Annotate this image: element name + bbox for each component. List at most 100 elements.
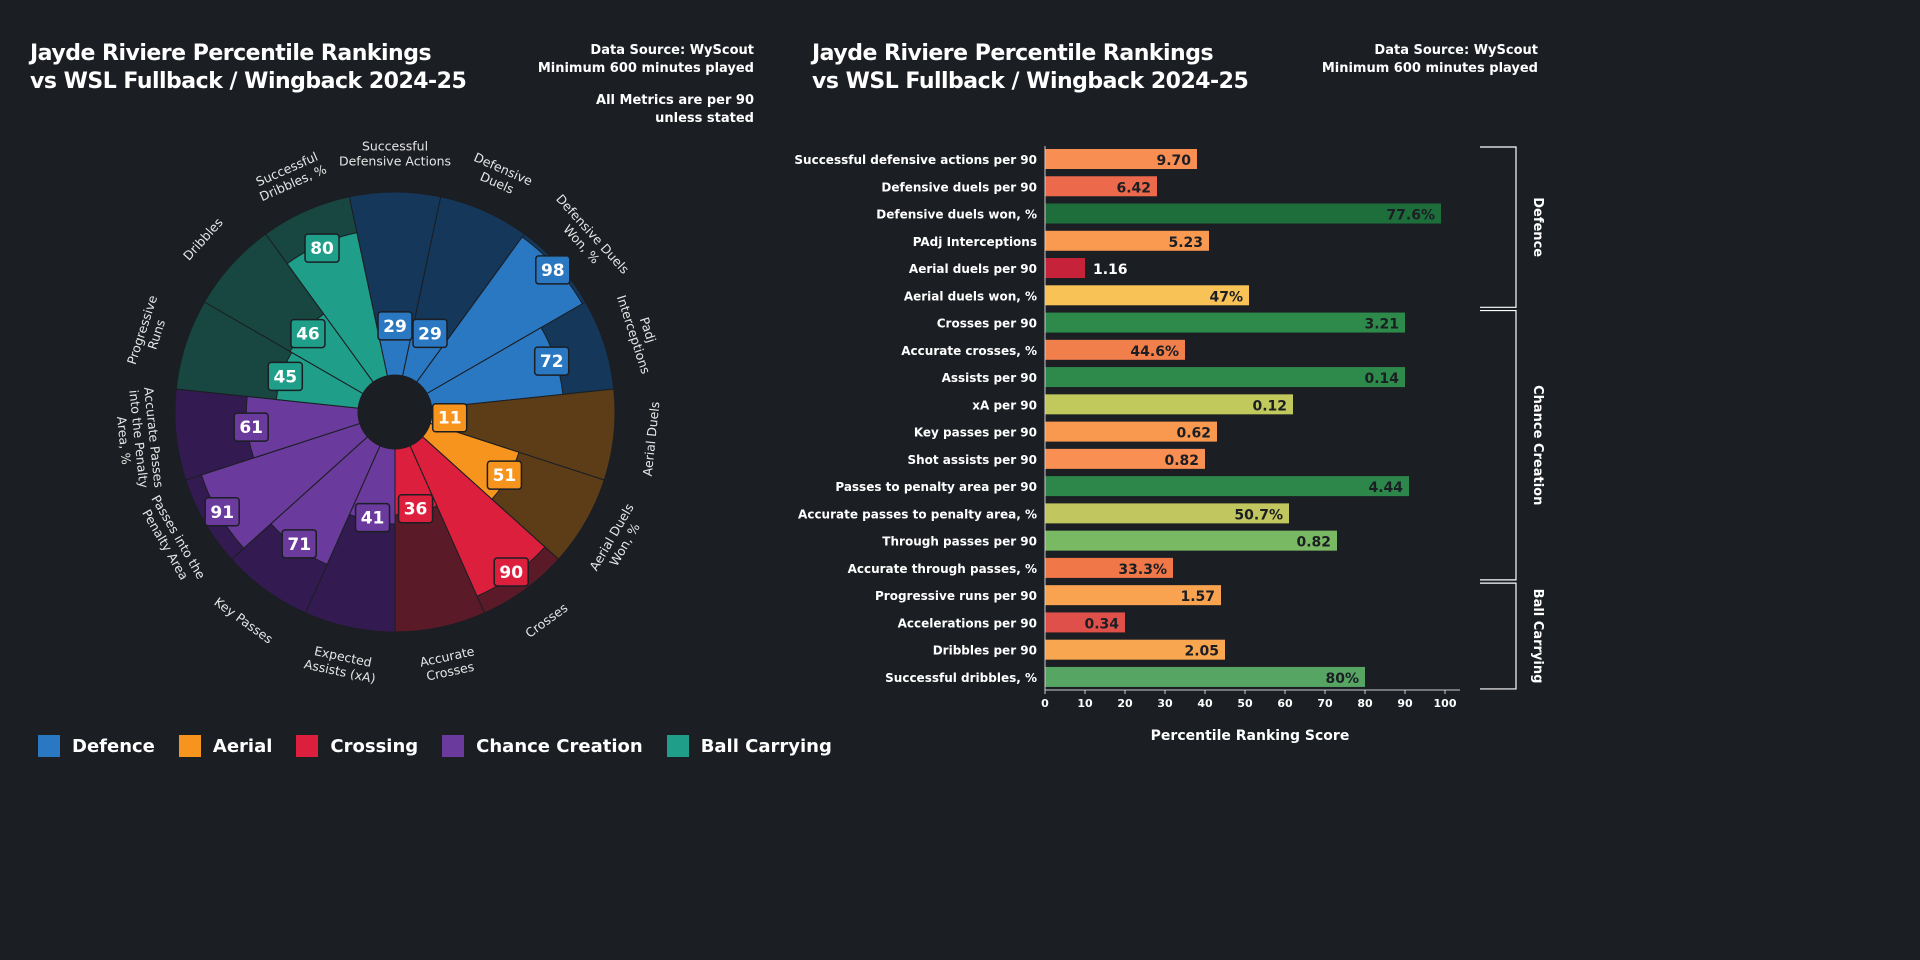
radial-value-label: 91 bbox=[210, 503, 234, 523]
bar-value-label: 1.16 bbox=[1093, 262, 1128, 278]
bar-value-label: 2.05 bbox=[1184, 644, 1219, 660]
bar bbox=[1045, 639, 1225, 660]
bar-category-label: Accurate through passes, % bbox=[848, 562, 1037, 576]
radial-value-label: 72 bbox=[540, 352, 564, 372]
x-axis-title: Percentile Ranking Score bbox=[1151, 728, 1350, 744]
legend-swatch bbox=[178, 735, 201, 757]
bar-value-label: 0.82 bbox=[1164, 453, 1199, 469]
radial-value-badge bbox=[486, 460, 523, 490]
radial-value-badge bbox=[377, 311, 413, 341]
bar-category-label: Accelerations per 90 bbox=[898, 616, 1037, 630]
left-note-line1: All Metrics are per 90 bbox=[596, 93, 754, 108]
radial-value-label: 71 bbox=[287, 535, 311, 555]
bar-value-label: 0.34 bbox=[1084, 616, 1119, 632]
radial-category-label: ProgressiveRuns bbox=[124, 293, 175, 371]
bar bbox=[1045, 285, 1249, 306]
legend: Defence Aerial Crossing Chance Creation … bbox=[38, 735, 832, 757]
bar bbox=[1045, 557, 1173, 578]
radial-value-label: 41 bbox=[361, 509, 385, 529]
radial-category-label: DefensiveDuels bbox=[466, 149, 535, 202]
left-source-line2: Minimum 600 minutes played bbox=[537, 61, 754, 76]
radial-value-badge bbox=[354, 502, 391, 533]
x-tick-label: 70 bbox=[1317, 697, 1333, 710]
bar-value-label: 0.12 bbox=[1252, 398, 1287, 414]
group-bracket-label: Defence bbox=[1530, 197, 1545, 257]
bar bbox=[1045, 530, 1337, 551]
bar-value-label: 47% bbox=[1209, 289, 1243, 305]
radial-category-label: Aerial Duels bbox=[640, 401, 663, 477]
group-bracket-label: Chance Creation bbox=[1530, 385, 1545, 505]
x-tick-label: 40 bbox=[1197, 697, 1213, 710]
radial-category-label: Crosses bbox=[522, 600, 570, 641]
legend-label: Defence bbox=[72, 735, 155, 757]
x-tick-label: 20 bbox=[1117, 697, 1133, 710]
bar-category-label: Shot assists per 90 bbox=[907, 453, 1037, 467]
bar-category-label: Passes to penalty area per 90 bbox=[835, 480, 1037, 494]
x-tick-label: 80 bbox=[1357, 697, 1373, 710]
bar bbox=[1045, 149, 1197, 169]
x-tick-label: 100 bbox=[1434, 697, 1457, 710]
bar-category-label: PAdj Interceptions bbox=[913, 235, 1037, 249]
radial-category-label-line: Defensive Actions bbox=[339, 154, 451, 169]
bar-category-label: Key passes per 90 bbox=[914, 426, 1037, 440]
bar-category-label: Accurate crosses, % bbox=[901, 344, 1037, 358]
bar-value-label: 9.70 bbox=[1156, 153, 1191, 169]
left-source-line1: Data Source: WyScout bbox=[590, 43, 754, 58]
radial-value-badge bbox=[397, 493, 434, 524]
radial-value-badge bbox=[533, 346, 570, 376]
bar bbox=[1045, 339, 1185, 360]
bar-category-label: Aerial duels won, % bbox=[904, 289, 1037, 303]
bar-value-label: 77.6% bbox=[1386, 208, 1435, 224]
radial-value-badge bbox=[535, 255, 571, 285]
legend-item-aerial: Aerial bbox=[178, 735, 273, 757]
bar bbox=[1045, 503, 1289, 524]
bar bbox=[1045, 230, 1209, 251]
x-tick-label: 10 bbox=[1077, 697, 1093, 710]
group-bracket bbox=[1480, 582, 1517, 690]
radial-center-hole bbox=[358, 375, 432, 449]
bar-value-label: 3.21 bbox=[1364, 317, 1399, 333]
bar-category-label: Defensive duels won, % bbox=[876, 208, 1037, 222]
right-title-line2: vs WSL Fullback / Wingback 2024-25 bbox=[812, 69, 1249, 94]
group-bracket-label: Ball Carrying bbox=[1530, 589, 1545, 684]
radial-category-label-line: Key Passes bbox=[212, 594, 276, 646]
legend-swatch bbox=[38, 735, 60, 757]
radial-value-label: 11 bbox=[438, 409, 462, 429]
bar-category-label: Aerial duels per 90 bbox=[909, 262, 1037, 276]
radial-value-badge bbox=[431, 402, 468, 433]
radial-category-label-line: Dribbles bbox=[180, 215, 226, 264]
right-source: Data Source: WyScout Minimum 600 minutes… bbox=[1322, 42, 1538, 78]
legend-item-chance-creation: Chance Creation bbox=[442, 735, 643, 757]
legend-label: Ball Carrying bbox=[700, 735, 832, 757]
x-tick-label: 50 bbox=[1237, 697, 1253, 710]
bar-value-label: 5.23 bbox=[1168, 235, 1203, 251]
right-title-line1: Jayde Riviere Percentile Rankings bbox=[812, 41, 1214, 66]
bar bbox=[1045, 203, 1441, 224]
bar bbox=[1045, 421, 1217, 442]
legend-label: Chance Creation bbox=[476, 735, 643, 757]
bar-category-label: Defensive duels per 90 bbox=[881, 180, 1037, 194]
radial-value-label: 90 bbox=[499, 563, 523, 583]
bar-category-label: Assists per 90 bbox=[942, 371, 1037, 385]
legend-swatch bbox=[296, 735, 319, 757]
bar-category-label: Dribbles per 90 bbox=[933, 644, 1037, 658]
bar bbox=[1045, 258, 1085, 279]
radial-value-badge bbox=[290, 318, 326, 349]
bar-value-label: 6.42 bbox=[1116, 180, 1151, 196]
bar-category-label: Accurate passes to penalty area, % bbox=[798, 507, 1037, 521]
bar-category-label: xA per 90 bbox=[972, 398, 1037, 412]
bar-category-label: Successful defensive actions per 90 bbox=[794, 153, 1037, 167]
x-tick-label: 60 bbox=[1277, 697, 1293, 710]
radial-category-label-line: Successful bbox=[362, 139, 428, 154]
bar-value-label: 0.82 bbox=[1296, 535, 1331, 551]
bar-value-label: 1.57 bbox=[1180, 589, 1215, 605]
group-bracket bbox=[1480, 146, 1517, 308]
bar bbox=[1045, 367, 1405, 388]
bar bbox=[1045, 312, 1405, 333]
radial-value-label: 46 bbox=[296, 325, 320, 345]
radial-category-label-line: Aerial Duels bbox=[640, 401, 663, 477]
radial-value-badge bbox=[412, 318, 448, 349]
legend-label: Aerial bbox=[212, 735, 273, 757]
right-source-line1: Data Source: WyScout bbox=[1374, 43, 1538, 58]
bar-category-label: Successful dribbles, % bbox=[885, 671, 1037, 685]
